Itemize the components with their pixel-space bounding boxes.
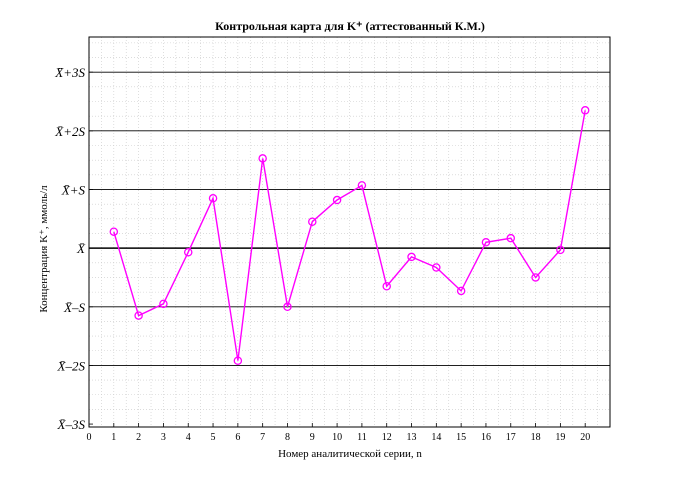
data-point xyxy=(531,273,540,282)
x-tick-label: 1 xyxy=(111,432,116,443)
x-tick-label: 6 xyxy=(235,432,240,443)
data-point xyxy=(332,195,342,205)
y-tick-label: X̄+2S xyxy=(54,124,85,139)
data-point xyxy=(382,281,391,291)
x-tick-label: 9 xyxy=(310,432,315,443)
y-tick-label: X̄+3S xyxy=(54,65,85,80)
data-point xyxy=(233,356,243,365)
x-tick-label: 20 xyxy=(580,432,590,443)
data-point xyxy=(134,311,143,320)
x-tick-label: 0 xyxy=(87,432,92,443)
y-tick-label: X̄–S xyxy=(63,300,85,315)
x-tick-label: 7 xyxy=(260,432,265,443)
data-point xyxy=(357,181,367,190)
plot-frame xyxy=(88,36,611,428)
chart-title: Контрольная карта для K⁺ (аттестованный … xyxy=(215,19,485,33)
x-tick-label: 19 xyxy=(555,432,565,443)
x-tick-label: 12 xyxy=(382,432,392,443)
x-tick-label: 10 xyxy=(332,432,342,443)
data-point xyxy=(556,245,565,255)
x-axis-label: Номер аналитической серии, n xyxy=(278,448,422,460)
y-axis-label: Концентрация K⁺, ммоль/л xyxy=(38,185,50,313)
x-tick-label: 16 xyxy=(481,432,491,443)
y-tick-label: X̄–3S xyxy=(57,417,86,432)
x-tick-label: 3 xyxy=(161,432,166,443)
x-tick-label: 11 xyxy=(357,432,367,443)
data-point xyxy=(283,302,292,312)
y-tick-label: X̄–2S xyxy=(57,358,86,373)
data-point xyxy=(481,238,491,247)
y-tick-label: X̄+S xyxy=(61,182,86,197)
data-point xyxy=(258,154,267,163)
x-tick-label: 18 xyxy=(531,432,541,443)
data-point xyxy=(109,227,119,236)
data-point xyxy=(183,247,193,257)
x-tick-label: 5 xyxy=(211,432,216,443)
data-points xyxy=(109,106,590,365)
x-tick-label: 15 xyxy=(456,432,466,443)
x-axis: 0 1 2 3 4 5 6 7 8 9 10 11 12 13 14 15 16 17 18 19 20 xyxy=(87,423,590,443)
data-point xyxy=(432,263,441,272)
x-tick-label: 4 xyxy=(186,432,191,443)
data-point xyxy=(456,286,466,296)
y-tick-label: X̄ xyxy=(76,241,86,256)
data-point xyxy=(580,106,590,115)
y-axis: X̄+3S X̄+2S X̄+S X̄ X̄–S X̄–2S X̄–3S xyxy=(54,65,93,432)
data-point xyxy=(159,299,168,309)
x-tick-label: 2 xyxy=(136,432,141,443)
x-tick-label: 14 xyxy=(431,432,441,443)
minor-grid xyxy=(89,37,610,427)
data-point xyxy=(208,194,218,203)
data-point xyxy=(407,252,416,262)
x-tick-label: 13 xyxy=(407,432,417,443)
x-tick-label: 17 xyxy=(506,432,516,443)
x-tick-label: 8 xyxy=(285,432,290,443)
major-grid xyxy=(89,71,610,366)
data-point xyxy=(506,233,516,243)
data-point xyxy=(308,217,317,226)
